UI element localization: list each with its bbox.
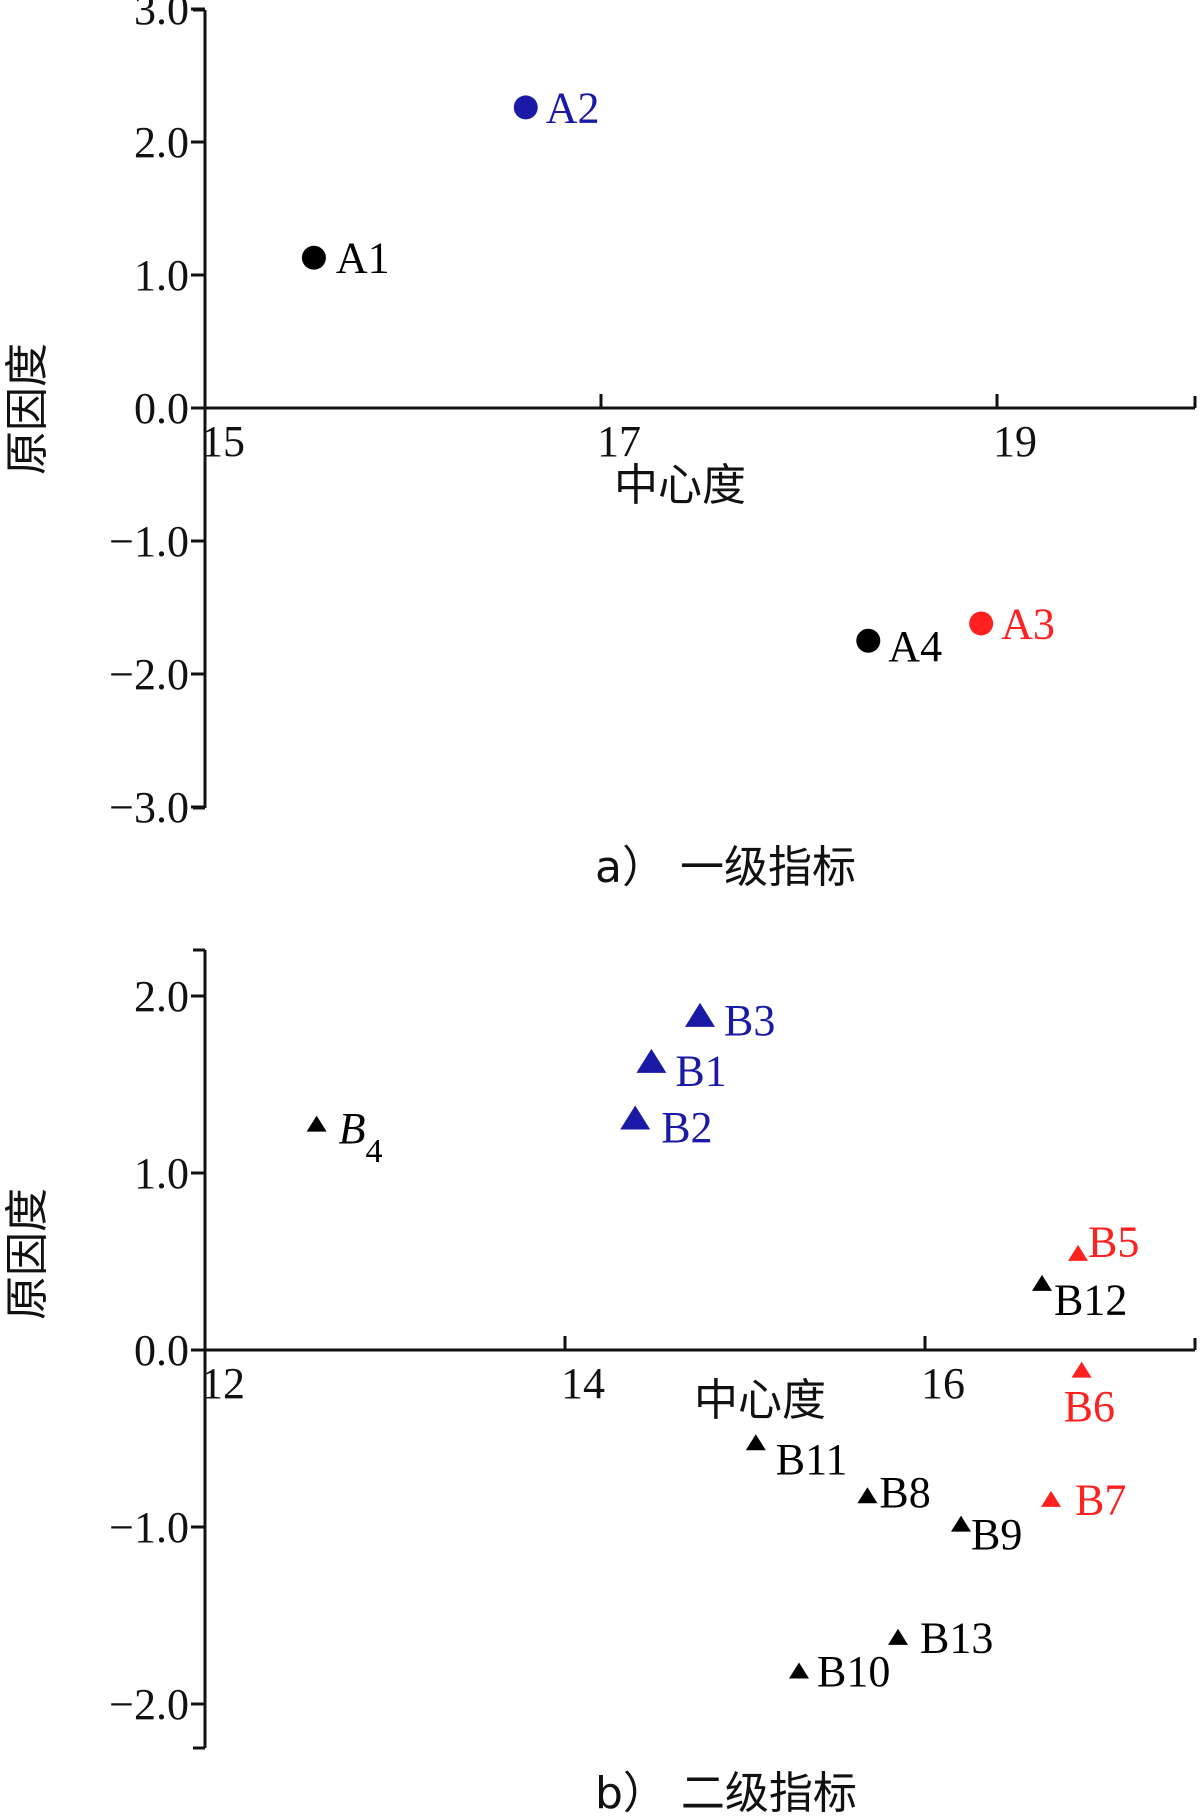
- data-label-text: B12: [1054, 1276, 1127, 1325]
- data-label-text: B8: [879, 1468, 930, 1517]
- data-label-text: B13: [920, 1614, 993, 1663]
- data-point-a1: [301, 245, 326, 270]
- y-tick-label: 1.0: [134, 1149, 189, 1198]
- data-point-b1: [636, 1048, 667, 1073]
- data-label-text: B10: [817, 1647, 890, 1696]
- data-label-a3: A3: [1001, 599, 1055, 648]
- data-label-text: B: [339, 1104, 366, 1153]
- y-tick-label: 3.0: [134, 0, 189, 34]
- y-axis-title: 原因度: [2, 1188, 53, 1320]
- y-tick-label: −3.0: [109, 783, 189, 832]
- data-label-text: B9: [971, 1510, 1022, 1559]
- chart-caption: a） 一级指标: [595, 842, 856, 893]
- data-label-b3: B3: [724, 996, 775, 1045]
- data-label-a1: A1: [336, 234, 390, 283]
- data-point-b6: [1071, 1361, 1092, 1378]
- data-point-a4: [856, 628, 881, 653]
- data-label-b6: B6: [1064, 1382, 1115, 1431]
- data-point-b5: [1068, 1244, 1088, 1261]
- data-label-text: B2: [661, 1103, 712, 1152]
- y-tick-label: −2.0: [109, 1680, 189, 1729]
- data-point-a3: [969, 611, 994, 636]
- y-tick-label: −2.0: [109, 650, 189, 699]
- chart-panel-a: 3.0 2.0 1.0 0.0 −1.0 −2.0 −3.0 15 17 19 中心度 原因度 a） 一…: [2, 0, 1197, 893]
- y-tick-label: 0.0: [134, 384, 189, 433]
- y-tick-label: 1.0: [134, 251, 189, 300]
- data-label-text: A2: [546, 83, 600, 132]
- data-label-b10: B10: [817, 1647, 890, 1696]
- data-label-text: B3: [724, 996, 775, 1045]
- data-label-text: B7: [1075, 1475, 1126, 1524]
- data-label-a4: A4: [888, 622, 942, 671]
- data-label-b2: B2: [661, 1103, 712, 1152]
- data-point-a2: [513, 95, 538, 120]
- y-axis-title: 原因度: [2, 343, 53, 475]
- data-label-b8: B8: [879, 1468, 930, 1517]
- x-tick-label: 17: [597, 417, 641, 466]
- data-point-b12: [1032, 1274, 1052, 1291]
- y-tick-label: −1.0: [109, 1503, 189, 1552]
- data-label-b9: B9: [971, 1510, 1022, 1559]
- data-point-b3: [685, 1002, 715, 1027]
- data-label-b1: B1: [675, 1046, 726, 1095]
- data-point-b4: [306, 1115, 327, 1132]
- y-tick-label: 2.0: [134, 972, 189, 1021]
- data-label-a2: A2: [546, 83, 600, 132]
- x-tick-label: 12: [201, 1359, 245, 1408]
- data-point-b13: [888, 1628, 908, 1645]
- data-point-b9: [951, 1515, 971, 1532]
- chart-caption: b） 二级指标: [595, 1768, 857, 1817]
- data-label-text: A3: [1001, 599, 1055, 648]
- y-tick-label: 0.0: [134, 1326, 189, 1375]
- x-tick-label: 14: [561, 1359, 605, 1408]
- chart-panel-b: 2.0 1.0 0.0 −1.0 −2.0 12 14 16 中心度 原因度 b） 二级指标 B1 B2…: [2, 948, 1197, 1817]
- y-tick-label: −1.0: [109, 517, 189, 566]
- y-tick-label: 2.0: [134, 118, 189, 167]
- data-point-b7: [1041, 1490, 1061, 1507]
- x-axis-title: 中心度: [694, 1375, 826, 1426]
- x-tick-label: 15: [201, 417, 245, 466]
- data-label-b5: B5: [1088, 1217, 1139, 1266]
- data-label-subscript: 4: [365, 1133, 382, 1170]
- data-label-text: B1: [675, 1046, 726, 1095]
- data-point-b8: [857, 1487, 878, 1504]
- data-label-b7: B7: [1075, 1475, 1126, 1524]
- data-label-b4: B4: [339, 1104, 383, 1170]
- data-label-text: B11: [776, 1435, 848, 1484]
- data-point-b2: [620, 1105, 651, 1130]
- x-axis-title: 中心度: [614, 460, 746, 511]
- data-label-text: B5: [1088, 1217, 1139, 1266]
- data-label-b12: B12: [1054, 1276, 1127, 1325]
- data-label-b13: B13: [920, 1614, 993, 1663]
- data-label-text: A1: [336, 234, 390, 283]
- x-tick-label: 16: [921, 1359, 965, 1408]
- data-label-b11: B11: [776, 1435, 848, 1484]
- x-tick-label: 19: [993, 417, 1037, 466]
- data-point-b10: [789, 1662, 809, 1679]
- data-label-text: B6: [1064, 1382, 1115, 1431]
- data-label-text: A4: [888, 622, 942, 671]
- data-point-b11: [745, 1434, 766, 1451]
